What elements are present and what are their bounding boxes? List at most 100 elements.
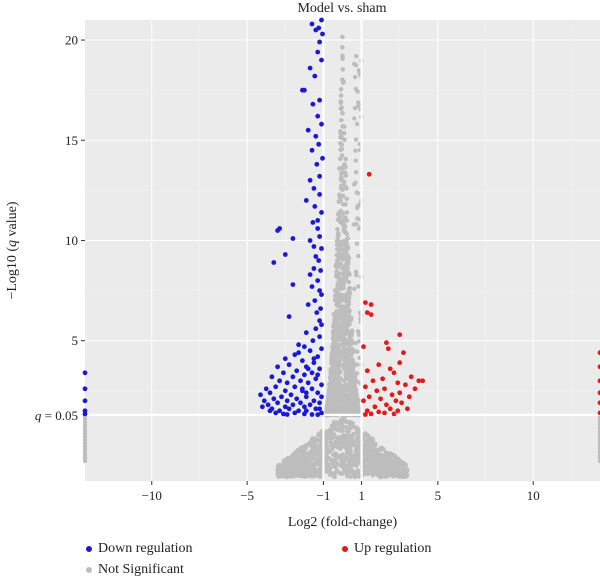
- ns-point: [331, 435, 336, 440]
- ns-point: [329, 443, 334, 449]
- ns-point: [292, 462, 297, 467]
- ns-point: [333, 336, 339, 342]
- ns-point: [339, 266, 345, 271]
- ns-point: [343, 376, 349, 382]
- ns-point: [82, 434, 88, 440]
- down-regulation-point: [317, 192, 322, 197]
- ns-point: [338, 370, 343, 375]
- ns-point: [338, 419, 344, 425]
- up-regulation-point: [416, 378, 422, 384]
- ns-point: [352, 401, 358, 406]
- ns-point: [339, 153, 345, 158]
- down-regulation-point: [309, 386, 315, 392]
- up-regulation-point: [374, 388, 380, 394]
- ns-point: [335, 227, 340, 232]
- ns-point: [82, 458, 88, 464]
- ns-point: [346, 279, 352, 285]
- ns-point: [291, 454, 297, 459]
- ns-point: [344, 237, 349, 243]
- ns-point: [316, 437, 322, 443]
- ns-point: [339, 142, 345, 147]
- up-regulation-point: [366, 394, 372, 400]
- ns-point: [340, 67, 346, 72]
- ns-point: [344, 274, 349, 280]
- ns-point: [311, 436, 317, 442]
- ns-point: [344, 210, 350, 215]
- ns-point: [342, 215, 348, 220]
- ns-point: [340, 34, 345, 40]
- ns-point: [353, 405, 359, 410]
- ns-point: [395, 457, 401, 463]
- ns-point: [336, 217, 342, 222]
- ns-point: [334, 274, 339, 279]
- down-regulation-point: [318, 268, 323, 273]
- ns-point: [356, 68, 362, 73]
- ns-point: [345, 290, 351, 296]
- up-regulation-point: [361, 344, 366, 350]
- down-regulation-point: [309, 412, 315, 417]
- ns-point: [328, 375, 334, 381]
- down-regulation-point: [319, 394, 324, 400]
- up-regulation-point: [384, 402, 389, 408]
- ns-point: [276, 463, 281, 469]
- ns-point: [283, 464, 289, 470]
- ns-point: [82, 428, 88, 434]
- down-regulation-point: [279, 394, 284, 400]
- ns-point: [333, 331, 339, 336]
- y-tick-label: 10: [65, 233, 78, 248]
- y-tick-label: 5: [72, 333, 79, 348]
- ns-point: [355, 437, 361, 443]
- ns-point: [346, 346, 351, 352]
- down-regulation-point: [307, 348, 313, 354]
- down-regulation-point: [315, 372, 321, 378]
- ns-point: [356, 100, 361, 105]
- ns-point: [332, 349, 337, 354]
- ns-point: [397, 474, 402, 480]
- ns-point: [346, 337, 352, 343]
- ns-point: [337, 455, 343, 460]
- threshold-lines: [85, 20, 600, 481]
- ns-point: [311, 456, 316, 461]
- ns-point: [382, 460, 387, 466]
- ns-point: [343, 456, 349, 462]
- down-regulation-point: [314, 310, 320, 315]
- y-axis-label: −Log10 (q value): [5, 201, 20, 299]
- ns-point: [354, 379, 359, 384]
- ns-point: [356, 398, 361, 403]
- ns-point: [335, 247, 340, 252]
- ns-point: [343, 441, 348, 446]
- ns-point: [339, 135, 345, 141]
- down-regulation-point: [286, 406, 292, 412]
- ns-point: [302, 460, 308, 466]
- ns-point: [392, 467, 398, 473]
- ns-point: [335, 320, 341, 326]
- down-regulation-point: [313, 133, 319, 139]
- up-regulation-point: [364, 408, 370, 414]
- ns-point: [365, 447, 370, 453]
- down-regulation-point: [82, 398, 88, 404]
- down-regulation-point: [305, 366, 311, 372]
- ns-point: [370, 437, 376, 443]
- ns-point: [327, 387, 333, 393]
- ns-point: [82, 437, 88, 443]
- ns-point: [315, 472, 321, 477]
- ns-point: [348, 365, 353, 371]
- ns-point: [370, 469, 375, 475]
- ns-point: [367, 459, 372, 464]
- ns-point: [352, 424, 358, 430]
- ns-point: [352, 386, 357, 392]
- ns-point: [348, 407, 354, 413]
- ns-point: [354, 362, 359, 367]
- up-regulation-point: [363, 384, 368, 390]
- ns-point: [390, 463, 395, 469]
- down-regulation-point: [305, 380, 311, 386]
- ns-point: [352, 182, 357, 187]
- down-regulation-point: [290, 236, 296, 241]
- down-regulation-point: [309, 370, 315, 376]
- down-regulation-point: [284, 412, 290, 417]
- ns-point: [356, 470, 361, 475]
- ns-point: [82, 443, 88, 449]
- down-regulation-point: [286, 362, 292, 368]
- ns-point: [355, 204, 360, 209]
